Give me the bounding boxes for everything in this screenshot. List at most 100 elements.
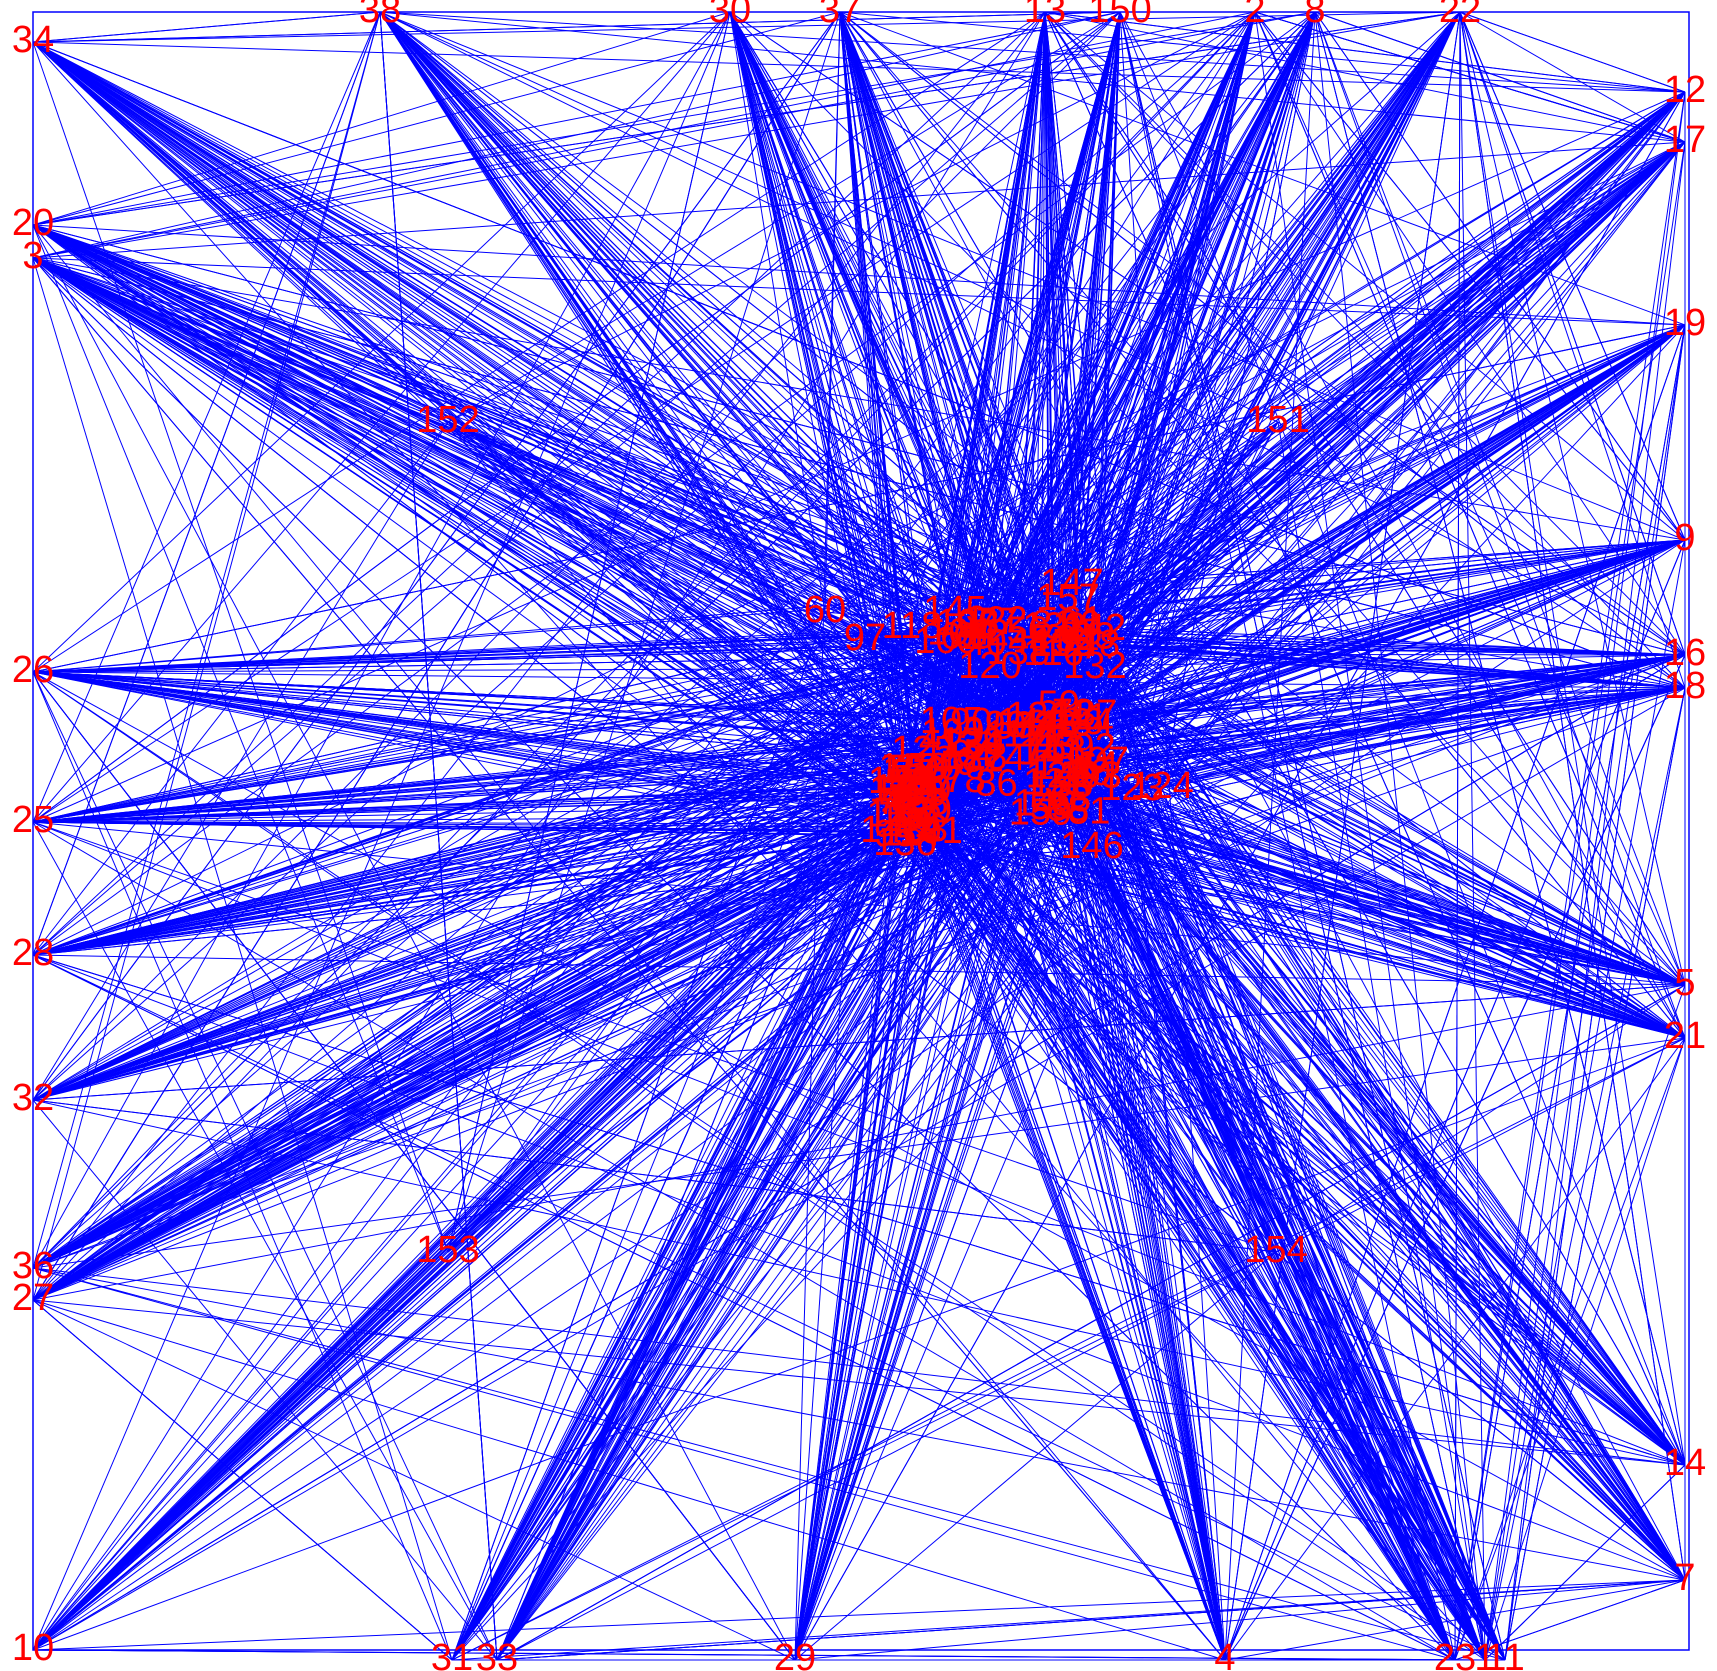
node-label: 47: [1060, 759, 1102, 801]
graph-edge: [32, 800, 1071, 1651]
graph-edge: [954, 611, 1055, 642]
graph-edge: [32, 41, 1686, 1466]
graph-edge: [32, 611, 956, 823]
graph-edge: [496, 768, 929, 1661]
graph-edge: [32, 830, 928, 1301]
graph-edge: [945, 11, 1316, 644]
graph-edge: [1053, 628, 1506, 1661]
graph-edge: [839, 11, 1686, 1466]
graph-edge: [1224, 539, 1686, 1661]
graph-edge: [32, 11, 1256, 1651]
graph-edge: [32, 257, 826, 613]
graph-edge: [913, 625, 1081, 828]
graph-edge: [1454, 324, 1686, 1661]
graph-edge: [32, 41, 1057, 727]
node-label: 46: [896, 769, 938, 811]
graph-edge: [32, 11, 1046, 1651]
graph-edge: [824, 611, 1686, 689]
node-label: 72: [1052, 692, 1094, 734]
node-label: 29: [774, 1637, 816, 1671]
node-label: 28: [12, 932, 54, 974]
graph-edge: [824, 141, 1686, 613]
graph-edge: [32, 41, 1486, 1661]
graph-edge: [32, 642, 947, 1301]
node-label: 151: [1246, 399, 1309, 441]
graph-edge: [961, 324, 1686, 639]
graph-edge: [32, 539, 1686, 1301]
graph-edge: [32, 11, 1316, 1269]
node-label: 100: [914, 620, 977, 662]
graph-edge: [1037, 717, 1095, 751]
graph-edge: [496, 781, 965, 1661]
graph-edge: [1027, 632, 1093, 849]
graph-edge: [794, 11, 841, 1661]
graph-edge: [1254, 11, 1486, 1661]
graph-edge: [938, 768, 1686, 1581]
node-label: 115: [1019, 713, 1080, 755]
graph-edge: [996, 706, 1060, 786]
graph-edge: [32, 847, 1093, 1651]
graph-edge: [32, 224, 1053, 627]
graph-edge: [1094, 667, 1686, 1466]
graph-edge: [1029, 643, 1686, 689]
graph-edge: [1119, 11, 1686, 1039]
node-label: 12: [1664, 69, 1706, 111]
graph-edge: [32, 671, 796, 1661]
node-label: 33: [476, 1637, 518, 1671]
node-label: 99: [985, 704, 1027, 746]
graph-edge: [32, 11, 841, 1301]
graph-edge: [32, 1649, 1486, 1661]
graph-edge: [32, 611, 826, 1301]
graph-edge: [32, 954, 1456, 1661]
graph-edge: [32, 224, 1226, 1661]
graph-edge: [32, 644, 986, 1301]
graph-edge: [911, 91, 1686, 629]
graph-edge: [32, 257, 911, 822]
graph-edge: [32, 11, 841, 1101]
graph-edge: [32, 11, 1256, 1101]
node-label: 155: [1030, 622, 1093, 664]
node-label: 136: [873, 822, 936, 864]
graph-edge: [32, 625, 1053, 956]
node-label: 130: [888, 789, 951, 831]
graph-edge: [1454, 1579, 1686, 1661]
graph-edge: [32, 257, 989, 636]
graph-edge: [1484, 1037, 1686, 1661]
graph-edge: [32, 257, 1226, 1661]
graph-edge: [496, 667, 1096, 1661]
graph-edge: [974, 539, 1686, 639]
graph-edge: [794, 644, 1030, 1661]
node-label: 104: [927, 612, 990, 654]
graph-edge: [1314, 11, 1486, 1661]
graph-edge: [1454, 11, 1461, 1661]
graph-edge: [1028, 91, 1686, 725]
graph-edge: [32, 257, 1686, 689]
node-label: 70: [918, 746, 960, 788]
graph-edge: [1224, 11, 1316, 1661]
graph-edge: [794, 795, 926, 1661]
node-label: 56: [1006, 609, 1048, 651]
graph-edge: [32, 11, 1461, 226]
node-label: 84: [1071, 702, 1113, 744]
graph-edge: [1097, 646, 1100, 768]
graph-edge: [1119, 11, 1456, 1661]
node-label: 154: [1244, 1229, 1307, 1271]
graph-edge: [1072, 141, 1686, 716]
graph-edge: [729, 11, 1506, 1661]
graph-edge: [1044, 11, 1686, 541]
node-label: 86: [975, 762, 1017, 804]
graph-edge: [927, 768, 1506, 1661]
graph-edge: [794, 11, 1256, 1661]
graph-edge: [32, 41, 1091, 779]
graph-edge: [32, 628, 1055, 1651]
node-label: 108: [936, 602, 999, 644]
graph-edge: [32, 723, 972, 823]
node-label: 143: [860, 809, 923, 851]
node-label: 52: [967, 612, 1009, 654]
graph-edge: [1484, 539, 1686, 1661]
graph-edge: [1454, 1037, 1686, 1661]
graph-edge: [32, 628, 1055, 1101]
graph-edge: [379, 11, 899, 817]
graph-edge: [996, 141, 1686, 625]
graph-edge: [32, 625, 1053, 1269]
